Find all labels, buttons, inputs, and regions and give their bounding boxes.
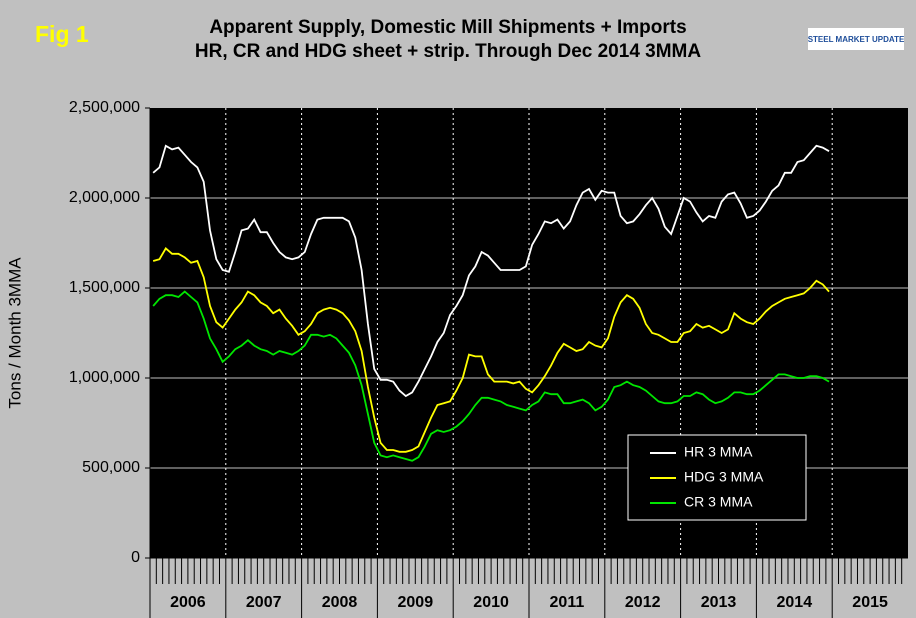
legend-label: HDG 3 MMA (684, 469, 764, 485)
y-tick-label: 2,000,000 (69, 189, 140, 206)
x-tick-label: 2012 (625, 594, 661, 611)
x-tick-label: 2014 (777, 594, 813, 611)
series-line (152, 247, 830, 453)
x-tick-label: 2007 (246, 594, 282, 611)
x-tick-label: 2010 (473, 594, 509, 611)
figure-label: Fig 1 (35, 21, 89, 47)
legend-label: CR 3 MMA (684, 494, 753, 510)
series-line (152, 290, 830, 462)
y-tick-label: 1,500,000 (69, 279, 140, 296)
legend-label: HR 3 MMA (684, 444, 753, 460)
x-tick-label: 2008 (322, 594, 358, 611)
y-tick-label: 2,500,000 (69, 99, 140, 116)
logo-box (808, 28, 904, 50)
x-tick-label: 2006 (170, 594, 206, 611)
chart-subtitle: HR, CR and HDG sheet + strip. Through De… (195, 41, 702, 62)
y-tick-label: 1,000,000 (69, 369, 140, 386)
y-tick-label: 500,000 (82, 459, 140, 476)
series-line (152, 144, 830, 398)
y-tick-label: 0 (131, 549, 140, 566)
x-tick-label: 2009 (398, 594, 434, 611)
logo: STEEL MARKET UPDATE (808, 35, 905, 44)
x-tick-label: 2011 (550, 594, 585, 611)
y-axis-label: Tons / Month 3MMA (5, 257, 24, 409)
x-tick-label: 2013 (701, 594, 737, 611)
chart-title: Apparent Supply, Domestic Mill Shipments… (209, 17, 686, 38)
x-tick-label: 2015 (852, 594, 888, 611)
